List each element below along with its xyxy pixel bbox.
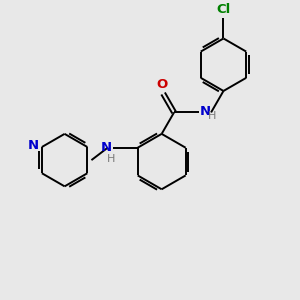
- Text: N: N: [100, 141, 111, 154]
- Text: H: H: [208, 111, 217, 121]
- Text: Cl: Cl: [216, 3, 231, 16]
- Text: N: N: [200, 105, 211, 118]
- Text: N: N: [28, 139, 39, 152]
- Text: O: O: [156, 78, 167, 91]
- Text: H: H: [107, 154, 116, 164]
